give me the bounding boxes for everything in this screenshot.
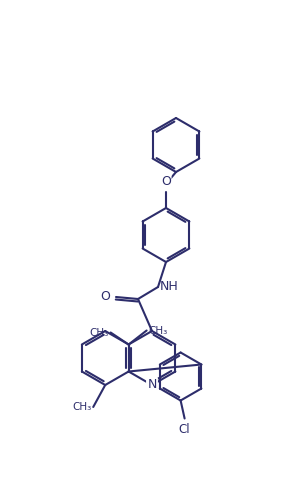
Text: Cl: Cl xyxy=(179,422,190,436)
Text: O: O xyxy=(161,175,171,188)
Text: CH₃: CH₃ xyxy=(89,327,109,338)
Text: CH₃: CH₃ xyxy=(72,402,91,412)
Text: NH: NH xyxy=(160,279,179,293)
Text: CH₃: CH₃ xyxy=(149,325,168,336)
Text: N: N xyxy=(147,378,157,392)
Text: O: O xyxy=(100,291,110,303)
